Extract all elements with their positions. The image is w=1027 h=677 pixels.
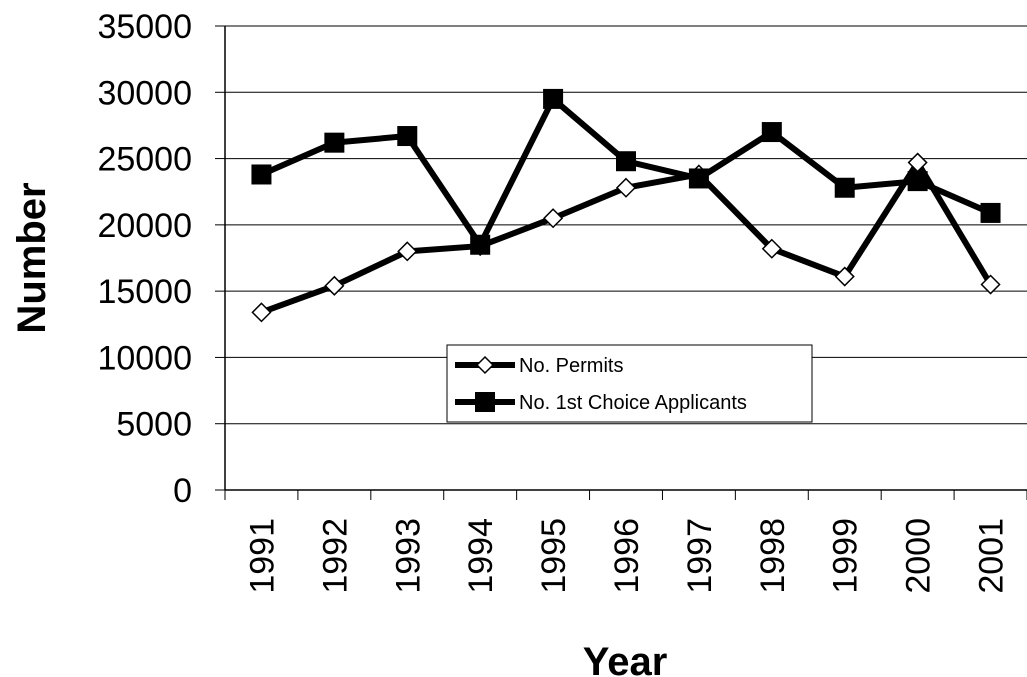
point xyxy=(761,122,782,143)
legend-marker xyxy=(475,392,495,412)
point xyxy=(907,171,928,192)
y-tick-label: 15000 xyxy=(97,273,192,311)
point xyxy=(251,164,272,185)
point xyxy=(543,208,564,229)
y-tick-label: 5000 xyxy=(116,406,192,444)
point xyxy=(615,177,637,198)
x-tick-label: 1995 xyxy=(535,518,573,594)
x-tick-label: 1994 xyxy=(462,518,500,594)
y-tick-label: 20000 xyxy=(97,207,192,245)
y-tick-label: 35000 xyxy=(97,8,192,46)
point xyxy=(980,274,1001,295)
x-tick-label: 1997 xyxy=(681,518,719,594)
point xyxy=(470,234,491,255)
point xyxy=(834,266,855,287)
point xyxy=(761,238,782,259)
x-tick-label: 1996 xyxy=(608,518,646,594)
x-tick-label: 1999 xyxy=(827,518,865,594)
x-tick-label: 1993 xyxy=(389,518,427,594)
point xyxy=(397,126,418,147)
point xyxy=(324,275,345,296)
point xyxy=(688,168,709,189)
legend-box xyxy=(446,344,813,423)
x-tick-label: 1998 xyxy=(754,518,792,594)
point xyxy=(980,202,1001,223)
x-tick-label: 1992 xyxy=(316,518,354,594)
point xyxy=(834,177,855,198)
y-tick-label: 10000 xyxy=(97,339,192,377)
point xyxy=(616,151,636,172)
legend-label: No. Permits xyxy=(519,355,623,377)
point xyxy=(397,241,418,262)
y-tick-label: 0 xyxy=(173,472,192,510)
legend-marker xyxy=(475,355,495,375)
x-axis-title: Year xyxy=(583,640,668,677)
point xyxy=(251,302,272,323)
y-axis-title: Number xyxy=(10,182,54,333)
legend-label: No. 1st Choice Applicants xyxy=(519,392,747,414)
y-tick-label: 30000 xyxy=(97,74,192,112)
point xyxy=(324,132,345,153)
y-tick-label: 25000 xyxy=(97,141,192,179)
x-tick-label: 2000 xyxy=(900,518,938,594)
x-tick-label: 2001 xyxy=(973,518,1011,594)
point xyxy=(543,88,564,109)
x-tick-label: 1991 xyxy=(243,518,281,594)
